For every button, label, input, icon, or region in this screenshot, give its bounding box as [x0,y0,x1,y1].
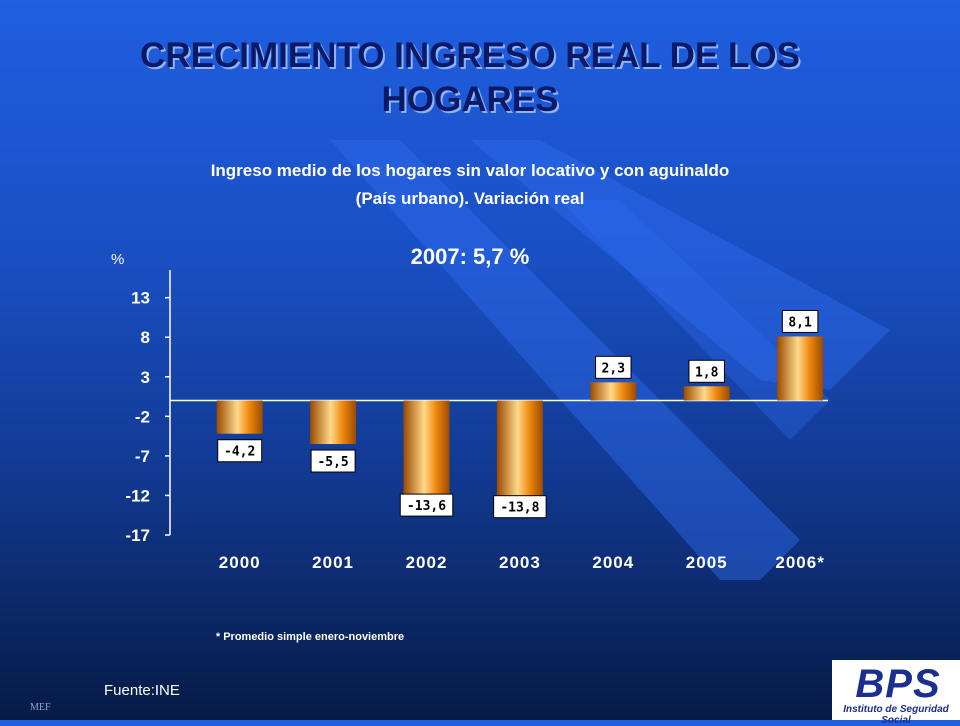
page-title-text: CRECIMIENTO INGRESO REAL DE LOS HOGARES [140,36,800,119]
bps-logo: BPS Instituto de Seguridad Social [832,660,960,726]
x-category-label: 2003 [499,553,541,572]
bar-2004 [590,382,637,401]
data-label-box [595,355,632,379]
corner-mark: MEF [30,702,51,713]
page-title: CRECIMIENTO INGRESO REAL DE LOS HOGARES [80,34,860,122]
y-tick-label: -17 [125,526,150,545]
footnote: * Promedio simple enero-noviembre [215,631,405,643]
x-category-label: 2005 [686,553,728,572]
source-label: Fuente:INE [104,682,180,699]
data-label-box [310,449,356,473]
data-label: -13,6 [407,499,446,514]
subtitle-line-1: Ingreso medio de los hogares sin valor l… [210,161,730,180]
data-label-box [217,439,263,463]
y-tick-label: 3 [141,368,150,387]
data-label-box [399,493,454,517]
data-label-box [493,495,547,519]
x-category-label: 2001 [312,553,354,572]
data-label: -13,8 [500,501,539,516]
x-category-label: 2000 [219,553,261,572]
data-label: 1,8 [695,365,719,380]
bar-2001 [310,400,357,445]
data-label: -4,2 [224,445,255,460]
x-category-label: 2004 [592,553,634,572]
y-tick-label: -7 [135,447,150,466]
y-tick-label: 8 [141,328,150,347]
bar-2006* [777,336,824,401]
x-category-label: 2002 [406,553,448,572]
data-label-box [781,309,819,333]
y-tick-label: -12 [125,486,150,505]
bar-2002 [403,400,450,509]
data-label: -5,5 [317,455,348,470]
logo-caption: Instituto de Seguridad Social [843,704,949,726]
bar-2003 [496,400,543,510]
data-label: 8,1 [788,315,812,330]
y-axis-unit-label: % [111,251,125,268]
data-label-box [688,359,725,383]
y-tick-label: 13 [131,289,150,308]
y-tick-label: -2 [135,407,150,426]
data-label: 2,3 [602,361,625,376]
bar-2005 [683,386,730,401]
x-category-label: 2006* [775,553,824,572]
logo-letters: BPS [855,662,941,706]
subtitle-line-2: (País urbano). Variación real [355,189,585,208]
chart-subtitle: Ingreso medio de los hogares sin valor l… [100,157,840,213]
bar-2000 [216,400,263,434]
highlight-2007: 2007: 5,7 % [410,244,530,269]
